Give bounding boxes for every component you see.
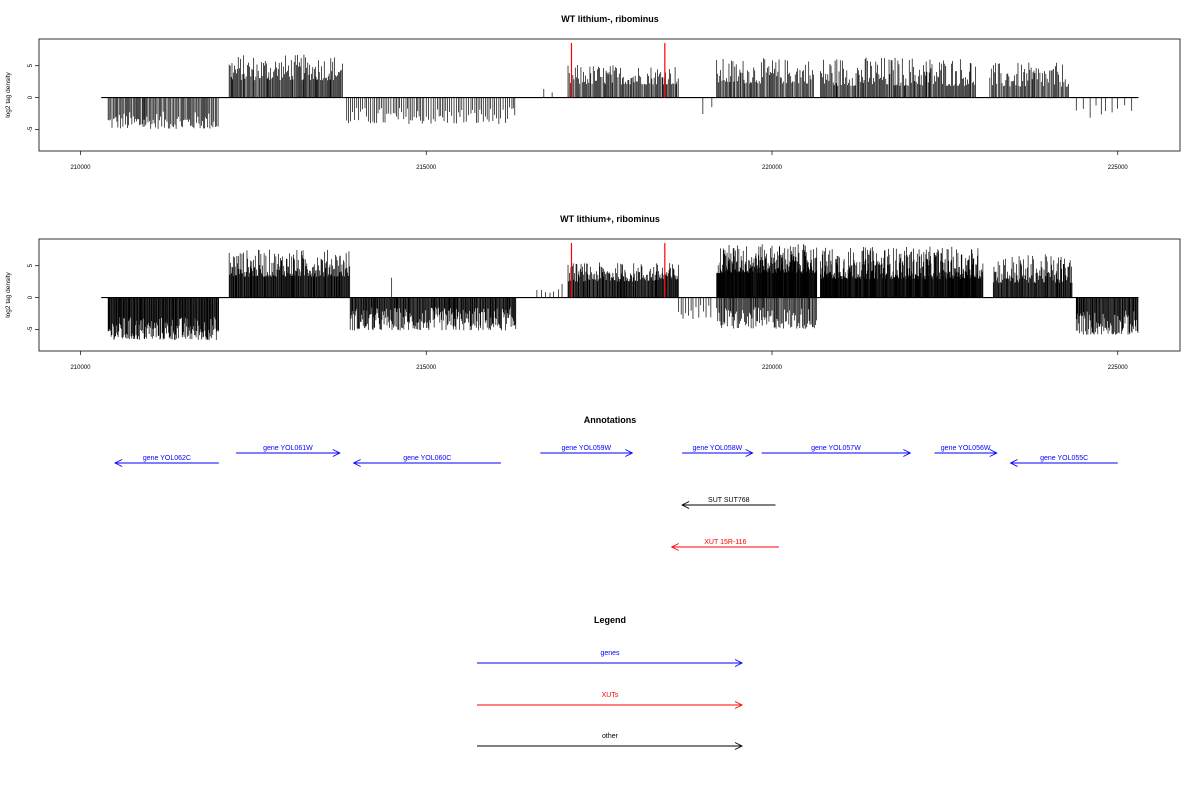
arrowhead-icon xyxy=(352,459,361,467)
feature-label: XUT 15R-116 xyxy=(704,539,746,546)
gene-feature[interactable]: gene YOL062C xyxy=(114,455,219,467)
arrowhead-icon xyxy=(903,449,912,457)
y-axis: -5 0 5 xyxy=(28,263,39,332)
gene-feature[interactable]: gene YOL058W xyxy=(682,445,754,457)
gene-label: gene YOL060C xyxy=(403,455,451,462)
x-axis: 210000 215000 220000 225000 xyxy=(70,351,1128,371)
gene-label: gene YOL057W xyxy=(811,445,861,452)
legend: Legend genes XUTs other xyxy=(477,615,744,750)
legend-item-gene: genes xyxy=(477,650,744,667)
panel-title: WT lithium-, ribominus xyxy=(561,14,659,24)
arrowhead-icon xyxy=(1009,459,1018,467)
other-feature[interactable]: SUT SUT768 xyxy=(681,497,776,509)
gene-label: gene YOL059W xyxy=(561,445,611,452)
panel-wt-lithium-plus: WT lithium+, ribominus log2 tag density … xyxy=(5,214,1181,371)
plot-frame xyxy=(38,238,1181,352)
plot-frame xyxy=(38,38,1181,152)
arrowhead-icon xyxy=(332,449,341,457)
arrowhead-icon xyxy=(734,659,744,667)
gene-label: gene YOL056W xyxy=(941,445,991,452)
y-tick-label: -5 xyxy=(28,326,34,332)
y-tick-label: 5 xyxy=(28,63,34,67)
panel-wt-lithium-minus: WT lithium-, ribominus log2 tag density … xyxy=(5,14,1181,171)
gene-feature[interactable]: gene YOL059W xyxy=(540,445,634,457)
gene-feature[interactable]: gene YOL056W xyxy=(934,445,998,457)
y-tick-label: 0 xyxy=(28,95,34,99)
y-tick-label: -5 xyxy=(28,126,34,132)
gene-label: gene YOL062C xyxy=(143,455,191,462)
y-axis-label: log2 tag density xyxy=(5,71,12,117)
x-tick-label: 215000 xyxy=(416,365,437,371)
x-tick-label: 220000 xyxy=(762,365,783,371)
arrowhead-icon xyxy=(734,701,744,709)
arrowhead-icon xyxy=(989,449,998,457)
legend-label: XUTs xyxy=(602,692,619,699)
density-bars xyxy=(101,54,1139,129)
x-tick-label: 210000 xyxy=(70,165,91,171)
gene-label: gene YOL058W xyxy=(693,445,743,452)
x-tick-label: 225000 xyxy=(1108,165,1129,171)
x-axis: 210000 215000 220000 225000 xyxy=(70,151,1128,171)
y-axis-label: log2 tag density xyxy=(5,271,12,317)
y-axis: -5 0 5 xyxy=(28,63,39,132)
arrowhead-icon xyxy=(681,501,690,509)
legend-label: genes xyxy=(600,650,620,657)
feature-label: SUT SUT768 xyxy=(708,497,750,504)
xut-feature[interactable]: XUT 15R-116 xyxy=(670,539,779,551)
gene-feature[interactable]: gene YOL055C xyxy=(1009,455,1118,467)
y-tick-label: 5 xyxy=(28,263,34,267)
gene-label: gene YOL055C xyxy=(1040,455,1088,462)
panel-title: WT lithium+, ribominus xyxy=(560,214,660,224)
legend-label: other xyxy=(602,733,619,740)
arrowhead-icon xyxy=(625,449,634,457)
y-tick-label: 0 xyxy=(28,295,34,299)
gene-feature[interactable]: gene YOL060C xyxy=(352,455,501,467)
gene-feature[interactable]: gene YOL061W xyxy=(236,445,341,457)
legend-item-xut: XUTs xyxy=(477,692,744,709)
legend-items: genes XUTs other xyxy=(477,650,744,750)
arrowhead-icon xyxy=(670,543,679,551)
x-tick-label: 220000 xyxy=(762,165,783,171)
legend-title: Legend xyxy=(594,615,626,625)
gene-feature[interactable]: gene YOL057W xyxy=(761,445,912,457)
gene-label: gene YOL061W xyxy=(263,445,313,452)
x-tick-label: 225000 xyxy=(1108,365,1129,371)
annotations-title: Annotations xyxy=(584,415,637,425)
density-bars xyxy=(101,244,1139,340)
annotation-features: gene YOL062C gene YOL061W gene YOL060C gene… xyxy=(114,445,1118,551)
arrowhead-icon xyxy=(745,449,754,457)
x-tick-label: 215000 xyxy=(416,165,437,171)
position-markers xyxy=(570,43,666,98)
arrowhead-icon xyxy=(114,459,123,467)
x-tick-label: 210000 xyxy=(70,365,91,371)
position-markers xyxy=(570,243,666,298)
legend-item-other: other xyxy=(477,733,744,750)
arrowhead-icon xyxy=(734,742,744,750)
